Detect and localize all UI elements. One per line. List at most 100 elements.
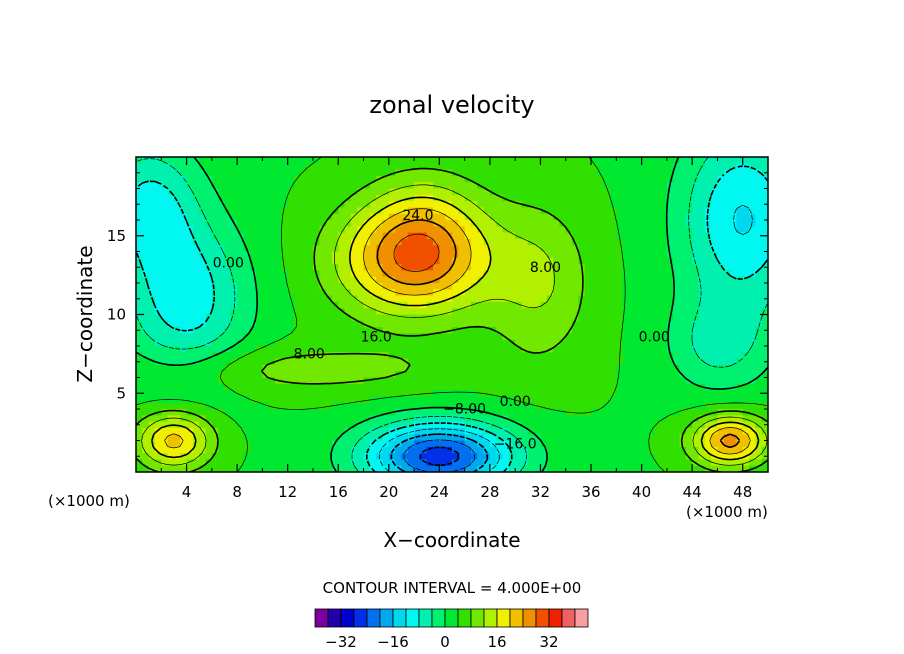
field-cell <box>742 270 750 278</box>
field-cell <box>395 453 403 460</box>
field-cell <box>464 396 472 404</box>
field-cell <box>275 371 282 379</box>
field-cell <box>654 257 662 265</box>
field-cell <box>154 440 162 448</box>
field-cell <box>534 163 542 171</box>
field-cell <box>489 440 497 448</box>
field-cell <box>376 364 384 372</box>
field-cell <box>148 257 156 265</box>
field-cell <box>540 339 548 347</box>
field-cell <box>673 220 681 227</box>
field-cell <box>660 276 668 284</box>
field-cell <box>319 346 327 353</box>
field-cell <box>711 157 719 164</box>
field-cell <box>698 201 706 208</box>
field-cell <box>192 364 200 372</box>
field-cell <box>654 270 662 278</box>
field-cell <box>477 257 485 265</box>
field-cell <box>534 213 542 221</box>
field-cell <box>312 175 320 183</box>
field-cell <box>685 232 693 240</box>
field-cell <box>180 238 188 246</box>
field-cell <box>382 295 390 303</box>
field-cell <box>622 213 630 221</box>
field-cell <box>186 333 194 341</box>
field-cell <box>692 377 700 385</box>
field-cell <box>647 220 655 227</box>
field-cell <box>496 169 504 177</box>
field-cell <box>300 402 308 410</box>
field-cell <box>414 276 421 284</box>
field-cell <box>635 182 643 190</box>
field-cell <box>717 446 725 454</box>
field-cell <box>616 220 624 227</box>
field-cell <box>673 314 681 322</box>
field-cell <box>660 270 668 278</box>
field-cell <box>559 314 567 322</box>
field-cell <box>628 409 636 416</box>
field-cell <box>578 383 586 391</box>
field-cell <box>136 276 143 284</box>
field-cell <box>603 364 611 372</box>
field-cell <box>262 157 270 164</box>
field-cell <box>350 459 358 467</box>
field-cell <box>502 251 510 259</box>
field-cell <box>685 364 693 372</box>
field-cell <box>584 446 592 454</box>
field-cell <box>262 163 270 171</box>
field-cell <box>749 308 756 316</box>
field-cell <box>224 220 232 227</box>
field-cell <box>357 402 365 410</box>
field-cell <box>439 270 447 278</box>
field-cell <box>603 283 611 290</box>
field-cell <box>565 251 573 259</box>
field-cell <box>237 352 245 360</box>
field-cell <box>407 251 415 259</box>
field-cell <box>553 427 561 435</box>
field-cell <box>262 377 270 385</box>
field-cell <box>704 314 712 322</box>
field-cell <box>483 301 491 309</box>
field-cell <box>616 301 624 309</box>
field-cell <box>287 453 295 460</box>
field-cell <box>224 352 232 360</box>
field-cell <box>382 396 390 404</box>
field-cell <box>565 377 573 385</box>
field-cell <box>641 194 649 202</box>
field-cell <box>610 364 617 372</box>
field-cell <box>749 213 756 221</box>
field-cell <box>559 434 567 442</box>
field-cell <box>540 346 548 353</box>
field-cell <box>306 415 314 423</box>
field-cell <box>426 377 434 385</box>
field-cell <box>628 226 636 234</box>
field-cell <box>388 453 396 460</box>
field-cell <box>692 352 700 360</box>
field-cell <box>603 346 611 353</box>
field-cell <box>464 169 472 177</box>
field-cell <box>515 264 523 271</box>
field-cell <box>230 402 238 410</box>
field-cell <box>508 295 516 303</box>
field-cell <box>736 339 744 347</box>
field-cell <box>357 201 365 208</box>
field-cell <box>489 333 497 341</box>
field-cell <box>527 289 535 297</box>
field-cell <box>660 264 668 271</box>
field-cell <box>218 182 226 190</box>
field-cell <box>154 402 162 410</box>
field-cell <box>610 270 617 278</box>
field-cell <box>534 396 542 404</box>
field-cell <box>749 409 756 416</box>
field-cell <box>376 276 384 284</box>
field-cell <box>591 396 598 404</box>
field-cell <box>622 232 630 240</box>
field-cell <box>148 226 156 234</box>
field-cell <box>154 289 162 297</box>
field-cell <box>294 188 301 196</box>
field-cell <box>578 188 586 196</box>
field-cell <box>749 301 756 309</box>
field-cell <box>685 383 693 391</box>
field-cell <box>344 333 352 341</box>
field-cell <box>723 207 731 215</box>
